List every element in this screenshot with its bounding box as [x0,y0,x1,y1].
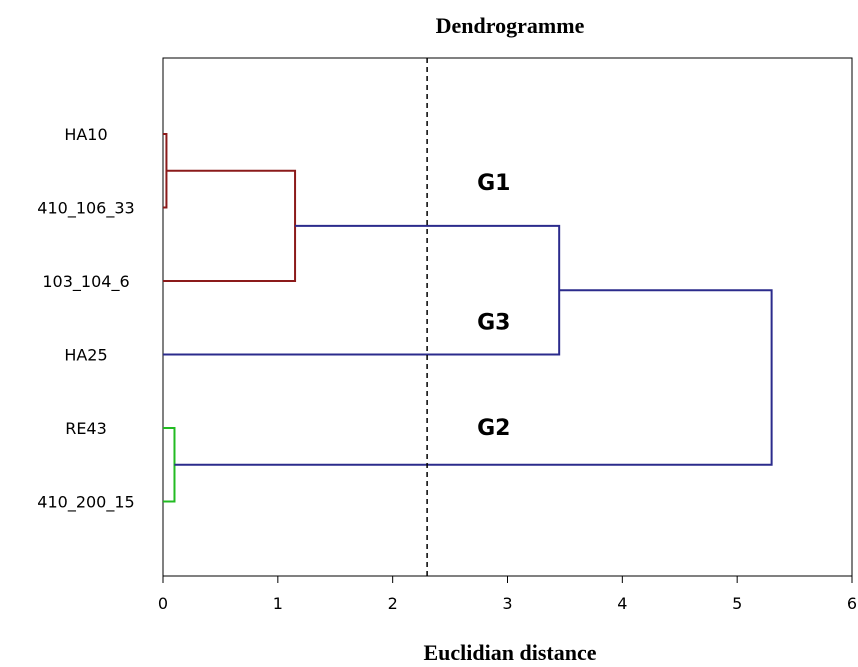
dendrogram-link [174,289,773,466]
x-axis-title: Euclidian distance [424,640,597,665]
group-labels: G1 G3 G2 [477,171,510,441]
x-tick-label: 4 [617,594,627,613]
leaf-label: 103_104_6 [42,272,129,292]
x-tick-label: 2 [388,594,398,613]
leaf-labels: HA10 410_106_33 103_104_6 HA25 RE43 410_200_1… [37,125,134,513]
leaf-label: 410_200_15 [37,493,134,513]
chart-title: Dendrogramme [436,13,585,38]
x-tick-label: 3 [502,594,512,613]
leaf-label: RE43 [65,419,107,438]
leaf-label: 410_106_33 [37,199,134,219]
leaf-label: HA10 [64,125,107,144]
dendrogram-link [163,169,297,282]
dendrogram-link [163,427,176,503]
leaf-label: HA25 [64,346,107,365]
group-label: G1 [477,171,510,196]
dendrogram-link [163,133,168,209]
x-tick-label: 6 [847,594,857,613]
x-tick-label: 1 [273,594,283,613]
group-label: G2 [477,416,510,441]
dendrogram-links [163,133,773,503]
x-axis: 0 1 2 3 4 5 6 [158,576,857,613]
x-tick-label: 0 [158,594,168,613]
x-tick-label: 5 [732,594,742,613]
group-label: G3 [477,311,510,336]
